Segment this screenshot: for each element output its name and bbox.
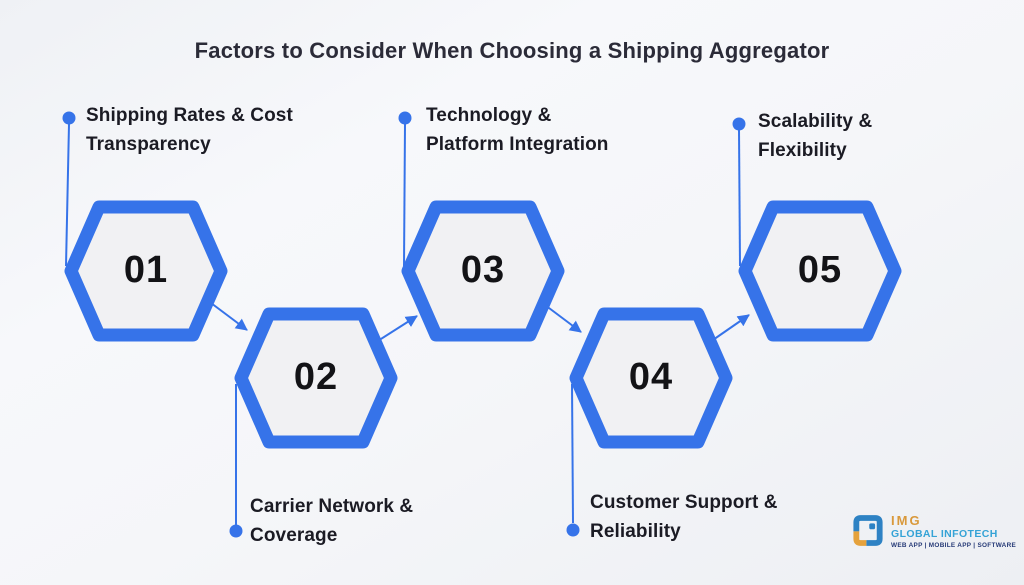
logo-tagline: WEB APP | MOBILE APP | SOFTWARE <box>891 542 1017 549</box>
connector-dot-4 <box>566 523 580 537</box>
step-label-3-line2: Platform Integration <box>426 134 609 155</box>
arrow-01-02 <box>210 302 248 331</box>
step-label-4-line2: Reliability <box>590 521 681 542</box>
step-label-4-line1: Customer Support & <box>590 492 778 513</box>
connector-dot-5 <box>732 117 746 131</box>
step-label-2-line1: Carrier Network & <box>250 496 414 517</box>
step-label-5-line1: Scalability & <box>758 111 873 132</box>
step-number-3: 03 <box>460 249 506 292</box>
logo-brand: IMG <box>891 513 922 528</box>
connector-dot-2 <box>229 524 243 538</box>
arrow-03-04 <box>544 304 582 333</box>
step-number-2: 02 <box>293 356 339 399</box>
step-label-4: Customer Support & Reliability <box>590 488 778 546</box>
step-number-4: 04 <box>628 356 674 399</box>
step-label-3-line1: Technology & <box>426 105 552 126</box>
step-number-1: 01 <box>123 249 169 292</box>
hexagon-02 <box>234 307 398 449</box>
step-label-5-line2: Flexibility <box>758 140 847 161</box>
page-title: Factors to Consider When Choosing a Ship… <box>194 38 830 63</box>
img-logo-icon <box>853 515 883 546</box>
step-label-3: Technology & Platform Integration <box>426 101 609 159</box>
hexagon-05 <box>738 200 902 342</box>
logo-subtitle: GLOBAL INFOTECH <box>891 528 998 540</box>
hexagon-04 <box>569 307 733 449</box>
step-label-1-line1: Shipping Rates & Cost <box>86 105 293 126</box>
connector-line-4 <box>571 383 574 524</box>
hexagon-01 <box>64 200 228 342</box>
connector-dot-1 <box>62 111 76 125</box>
step-label-1-line2: Transparency <box>86 134 211 155</box>
arrow-04-05 <box>709 314 750 343</box>
connector-line-5 <box>738 129 741 267</box>
hexagon-03 <box>401 200 565 342</box>
connector-line-1 <box>65 123 70 267</box>
step-label-1: Shipping Rates & Cost Transparency <box>86 101 293 159</box>
logo-text: IMG GLOBAL INFOTECH WEB APP | MOBILE APP… <box>891 514 1016 550</box>
step-label-2: Carrier Network & Coverage <box>250 492 413 550</box>
step-label-2-line2: Coverage <box>250 525 338 546</box>
step-label-5: Scalability & Flexibility <box>758 107 872 165</box>
img-global-infotech-logo: IMG GLOBAL INFOTECH WEB APP | MOBILE APP… <box>853 514 1016 550</box>
connector-line-3 <box>403 123 406 267</box>
connector-dot-3 <box>398 111 412 125</box>
step-number-5: 05 <box>797 249 843 292</box>
